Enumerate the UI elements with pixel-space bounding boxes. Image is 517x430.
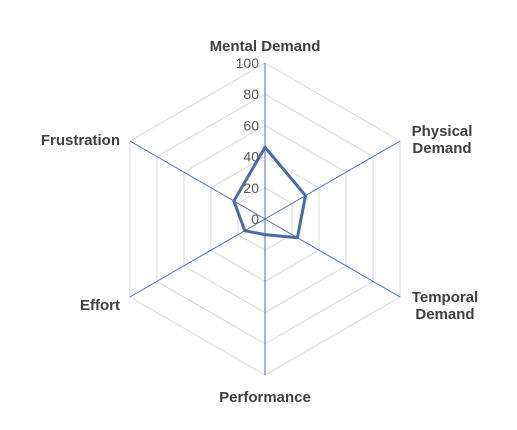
- spoke-frustration: [129, 140, 266, 220]
- axis-label-performance: Performance: [219, 389, 311, 406]
- tick-label-100: 100: [236, 55, 260, 71]
- axis-label-temporal-demand-line-1: Temporal: [412, 289, 478, 306]
- axis-label-physical-demand-line-2: Demand: [412, 140, 471, 157]
- data-point-temporal-demand: [295, 236, 299, 240]
- data-point-effort: [243, 229, 247, 233]
- series-layer: [232, 145, 308, 240]
- axis-label-temporal-demand-line-2: Demand: [415, 306, 474, 323]
- tick-label-0: 0: [251, 211, 259, 227]
- data-point-mental-demand: [263, 145, 267, 149]
- axis-label-physical-demand-line-1: Physical: [412, 123, 473, 140]
- spoke-effort: [129, 218, 266, 298]
- spoke-temporal-demand: [264, 218, 401, 298]
- axis-label-frustration: Frustration: [41, 132, 120, 149]
- axis-label-effort: Effort: [80, 297, 120, 314]
- data-point-performance: [263, 233, 267, 237]
- spoke-physical-demand: [264, 140, 401, 220]
- data-point-physical-demand: [304, 194, 308, 198]
- tick-label-60: 60: [243, 117, 259, 133]
- tick-labels: 0 20 40 60 80 100: [236, 55, 260, 227]
- tick-label-20: 20: [243, 180, 259, 196]
- axis-label-mental-demand: Mental Demand: [210, 38, 321, 55]
- tick-label-40: 40: [243, 149, 259, 165]
- axis-labels: Mental DemandPhysicalDemandTemporalDeman…: [41, 38, 478, 406]
- axis-spokes: [129, 63, 401, 375]
- data-point-frustration: [232, 199, 236, 203]
- tick-label-80: 80: [243, 86, 259, 102]
